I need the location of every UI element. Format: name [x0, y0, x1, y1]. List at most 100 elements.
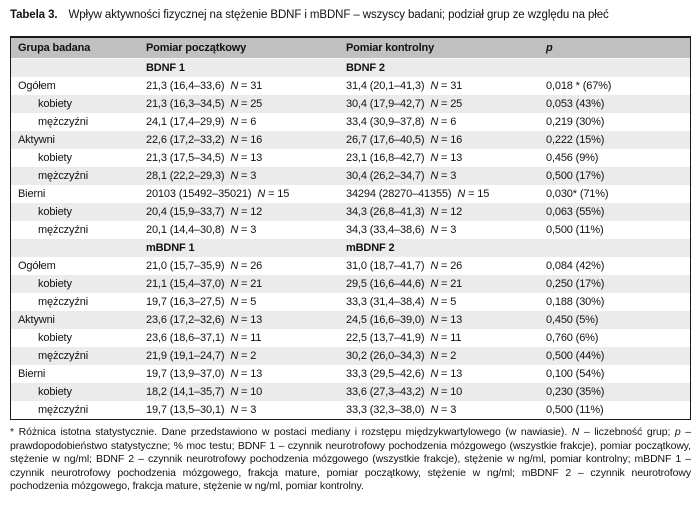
table-header-row: Grupa badana Pomiar początkowy Pomiar ko…	[11, 38, 690, 59]
control-measure-cell: 23,1 (16,8–42,7) N = 13	[344, 149, 544, 167]
col-header-control-measure: Pomiar kontrolny	[346, 42, 435, 54]
row-label: mężczyźni	[38, 170, 88, 182]
group-cell: kobiety	[11, 329, 144, 347]
footnote-symbol: N	[571, 426, 580, 438]
measure-control: 26,7 (17,6–40,5)	[346, 134, 425, 146]
measure-control: 33,4 (30,9–37,8)	[346, 116, 425, 128]
p-cell: 0,063 (55%)	[544, 203, 690, 221]
initial-measure-cell: 21,3 (16,3–34,5) N = 25	[144, 95, 344, 113]
table-row: kobiety 21,1 (15,4–37,0) N = 21 29,5 (16,…	[11, 275, 690, 293]
measure-initial: 20103 (15492–35021)	[146, 188, 252, 200]
sample-size-control: N = 16	[430, 134, 463, 146]
p-value: 0,188 (30%)	[546, 296, 605, 308]
measure-initial: 21,3 (16,3–34,5)	[146, 98, 225, 110]
group-cell	[11, 59, 144, 77]
sample-size-control: N = 3	[430, 224, 457, 236]
p-cell: 0,450 (5%)	[544, 311, 690, 329]
measure-control: 33,6 (27,3–43,2)	[346, 386, 425, 398]
sample-size-initial: N = 11	[230, 332, 262, 344]
group-cell: Ogółem	[11, 77, 144, 95]
group-cell: Bierni	[11, 365, 144, 383]
sample-size-initial: N = 3	[230, 170, 257, 182]
initial-measure-cell: 22,6 (17,2–33,2) N = 16	[144, 131, 344, 149]
measure-initial: 20,4 (15,9–33,7)	[146, 206, 225, 218]
row-label: Aktywni	[18, 314, 55, 326]
table-row: mężczyźni 19,7 (16,3–27,5) N = 5 33,3 (31…	[11, 293, 690, 311]
measure-control: 31,0 (18,7–41,7)	[346, 260, 425, 272]
control-measure-cell: mBDNF 2	[344, 239, 544, 257]
group-cell: kobiety	[11, 149, 144, 167]
p-value: 0,456 (9%)	[546, 152, 599, 164]
row-label: Ogółem	[18, 260, 56, 272]
data-table: Grupa badana Pomiar początkowy Pomiar ko…	[10, 36, 691, 420]
sample-size-initial: N = 2	[230, 350, 257, 362]
control-measure-cell: 33,3 (32,3–38,0) N = 3	[344, 401, 544, 419]
table-row: mężczyźni 20,1 (14,4–30,8) N = 3 34,3 (33…	[11, 221, 690, 239]
footnote-text: – prawdopodobieństwo statystyczne; % moc…	[10, 426, 691, 492]
initial-measure-cell: 20103 (15492–35021) N = 15	[144, 185, 344, 203]
control-measure-cell: 33,6 (27,3–43,2) N = 10	[344, 383, 544, 401]
p-cell: 0,500 (11%)	[544, 221, 690, 239]
row-label: mężczyźni	[38, 404, 88, 416]
p-cell: 0,222 (15%)	[544, 131, 690, 149]
p-cell: 0,500 (44%)	[544, 347, 690, 365]
measure-control: 34,3 (26,8–41,3)	[346, 206, 425, 218]
measure-initial: 23,6 (18,6–37,1)	[146, 332, 225, 344]
initial-measure-cell: 23,6 (18,6–37,1) N = 11	[144, 329, 344, 347]
measure-control: 34,3 (33,4–38,6)	[346, 224, 425, 236]
col-header-initial-measure: Pomiar początkowy	[146, 42, 247, 54]
group-cell: Bierni	[11, 185, 144, 203]
sample-size-initial: N = 6	[230, 116, 257, 128]
measure-control: 23,1 (16,8–42,7)	[346, 152, 425, 164]
control-measure-cell: 34294 (28270–41355) N = 15	[344, 185, 544, 203]
initial-measure-cell: 21,3 (16,4–33,6) N = 31	[144, 77, 344, 95]
p-value: 0,100 (54%)	[546, 368, 605, 380]
p-value: 0,222 (15%)	[546, 134, 605, 146]
group-cell: kobiety	[11, 275, 144, 293]
p-cell: 0,053 (43%)	[544, 95, 690, 113]
table-row: Aktywni 23,6 (17,2–32,6) N = 13 24,5 (16,…	[11, 311, 690, 329]
sample-size-control: N = 13	[430, 152, 463, 164]
sample-size-control: N = 31	[430, 80, 463, 92]
control-measure-cell: 24,5 (16,6–39,0) N = 13	[344, 311, 544, 329]
measure-control: 31,4 (20,1–41,3)	[346, 80, 425, 92]
table-title: Tabela 3. Wpływ aktywności fizycznej na s…	[10, 8, 691, 22]
table-caption: Wpływ aktywności fizycznej na stężenie B…	[68, 9, 609, 21]
sample-size-initial: N = 16	[230, 134, 263, 146]
sample-size-control: N = 3	[430, 170, 457, 182]
p-cell: 0,030* (71%)	[544, 185, 690, 203]
control-measure-cell: 34,3 (26,8–41,3) N = 12	[344, 203, 544, 221]
group-cell: mężczyźni	[11, 167, 144, 185]
table-row: mBDNF 1 mBDNF 2	[11, 239, 690, 257]
p-cell: 0,250 (17%)	[544, 275, 690, 293]
p-value: 0,030* (71%)	[546, 188, 609, 200]
row-label: kobiety	[38, 386, 72, 398]
p-cell: 0,219 (30%)	[544, 113, 690, 131]
sample-size-initial: N = 13	[230, 314, 263, 326]
initial-measure-cell: mBDNF 1	[144, 239, 344, 257]
control-measure-cell: 30,2 (26,0–34,3) N = 2	[344, 347, 544, 365]
sample-size-control: N = 2	[430, 350, 457, 362]
sample-size-control: N = 11	[430, 332, 462, 344]
row-label: kobiety	[38, 206, 72, 218]
measure-initial: 23,6 (17,2–32,6)	[146, 314, 225, 326]
sample-size-control: N = 15	[457, 188, 490, 200]
col-header-p: p	[546, 42, 553, 54]
measure-initial: 21,1 (15,4–37,0)	[146, 278, 225, 290]
initial-measure-cell: 23,6 (17,2–32,6) N = 13	[144, 311, 344, 329]
initial-measure-cell: 20,1 (14,4–30,8) N = 3	[144, 221, 344, 239]
sample-size-initial: N = 3	[230, 404, 257, 416]
control-measure-cell: 22,5 (13,7–41,9) N = 11	[344, 329, 544, 347]
row-label: kobiety	[38, 98, 72, 110]
initial-measure-cell: 21,0 (15,7–35,9) N = 26	[144, 257, 344, 275]
initial-measure-cell: 21,1 (15,4–37,0) N = 21	[144, 275, 344, 293]
measure-control: 30,4 (17,9–42,7)	[346, 98, 425, 110]
p-cell	[544, 239, 690, 257]
measure-control: 30,4 (26,2–34,7)	[346, 170, 425, 182]
sample-size-control: N = 25	[430, 98, 463, 110]
sample-size-initial: N = 31	[230, 80, 263, 92]
initial-measure-cell: 24,1 (17,4–29,9) N = 6	[144, 113, 344, 131]
sample-size-control: N = 12	[430, 206, 463, 218]
col-header-group: Grupa badana	[18, 42, 91, 54]
